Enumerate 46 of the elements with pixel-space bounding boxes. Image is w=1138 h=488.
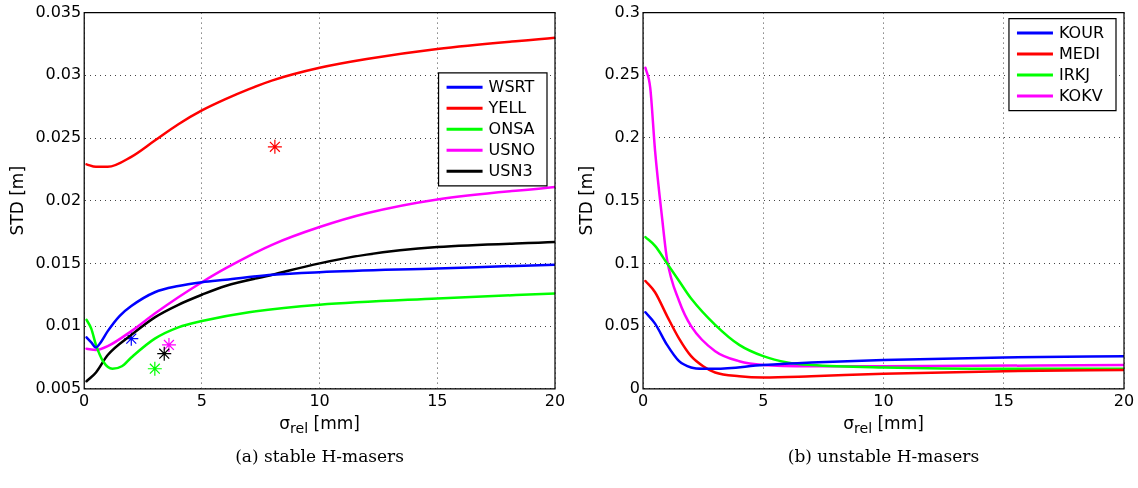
legend-label: ONSA xyxy=(488,119,535,139)
y-axis-title: STD [m] xyxy=(6,165,27,236)
legend-label: YELL xyxy=(487,98,527,118)
y-tick-label: 0.05 xyxy=(604,315,641,335)
x-tick-label: 15 xyxy=(993,390,1014,410)
point xyxy=(267,139,283,155)
line-series xyxy=(85,185,555,352)
x-tick-label: 20 xyxy=(1113,390,1135,410)
y-tick-label: 0.035 xyxy=(35,1,82,21)
y-tick-label: 0.2 xyxy=(614,127,641,147)
y-tick-label: 0.01 xyxy=(45,315,82,335)
line-series xyxy=(644,311,1124,370)
y-tick-label: 0.025 xyxy=(35,127,82,147)
x-tick-label: 10 xyxy=(309,390,330,410)
x-tick-label: 10 xyxy=(873,390,894,410)
point xyxy=(147,361,163,377)
x-tick-label: 20 xyxy=(544,390,566,410)
line-series xyxy=(85,263,555,349)
y-axis-title: STD [m] xyxy=(575,165,596,236)
line-series xyxy=(644,279,1124,379)
x-axis-title: σ$_{rel}$ [mm] xyxy=(843,412,924,437)
line-series xyxy=(85,292,555,370)
x-tick-label: 15 xyxy=(427,390,448,410)
y-tick-label: 0.02 xyxy=(45,189,82,209)
x-tick-label: 5 xyxy=(196,390,207,410)
legend-label: USN3 xyxy=(488,161,533,181)
legend-label: KOUR xyxy=(1058,23,1105,43)
legend-label: MEDI xyxy=(1058,44,1100,64)
text: (b) unstable H-masers xyxy=(787,446,980,466)
point xyxy=(161,337,177,353)
x-axis-title: σ$_{rel}$ [mm] xyxy=(279,412,360,437)
legend-label: WSRT xyxy=(488,77,535,97)
y-tick-label: 0.25 xyxy=(604,64,641,84)
legend-label: USNO xyxy=(488,140,536,160)
x-tick-label: 5 xyxy=(758,390,769,410)
y-tick-label: 0.15 xyxy=(604,189,641,209)
point xyxy=(123,331,139,347)
legend-label: KOKV xyxy=(1058,86,1103,106)
y-tick-label: 0.1 xyxy=(614,252,641,272)
point xyxy=(156,346,172,362)
line-series xyxy=(644,235,1124,370)
y-tick-label: 0.3 xyxy=(614,1,641,21)
text: (a) stable H-masers xyxy=(235,446,404,466)
y-tick-label: 0.03 xyxy=(45,64,82,84)
y-tick-label: 0.015 xyxy=(35,252,82,272)
legend-label: IRKJ xyxy=(1058,65,1091,85)
